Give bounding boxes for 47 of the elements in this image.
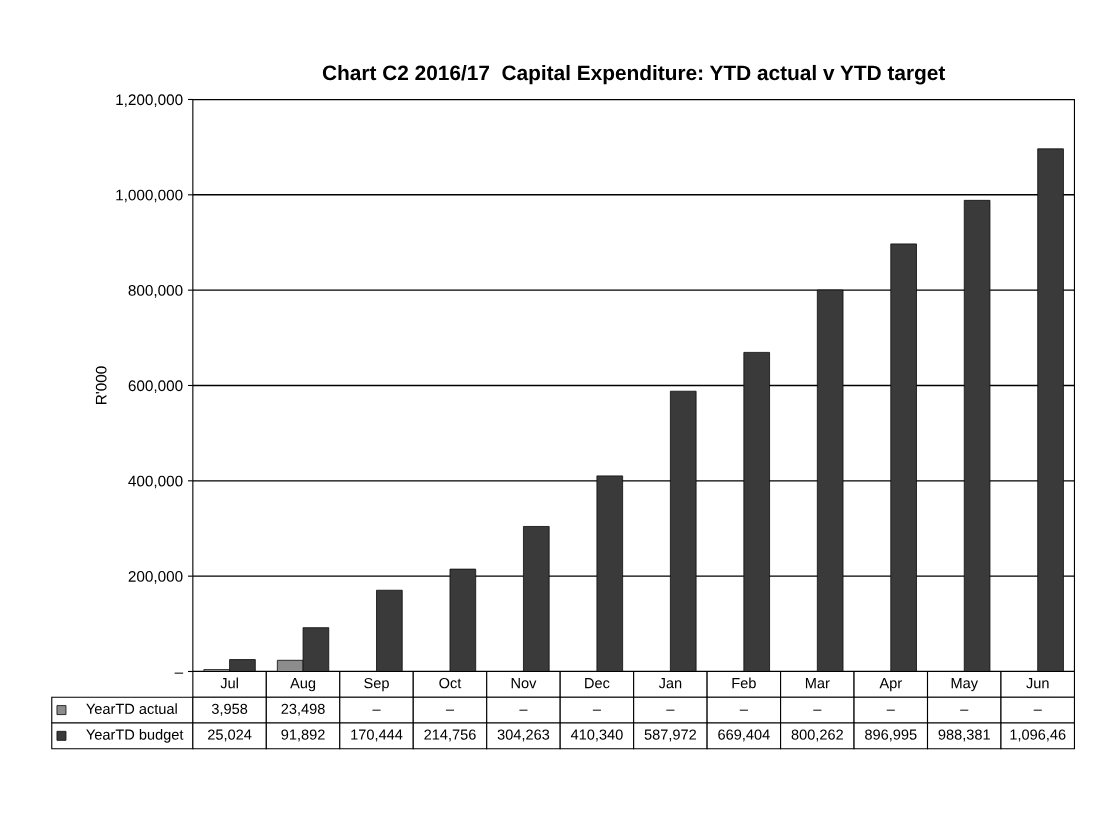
data-label: 304,263	[497, 729, 550, 742]
x-tick-label: Aug	[290, 678, 316, 692]
y-tick-label: 400,000	[128, 475, 183, 489]
y-tick-label: 600,000	[128, 380, 183, 393]
y-tick-label: 800,000	[128, 285, 183, 298]
data-label: 91,892	[281, 729, 325, 742]
text: –	[519, 709, 528, 711]
data-label: 988,381	[938, 729, 990, 742]
data-label: 669,404	[718, 729, 770, 742]
x-tick-label: May	[951, 678, 978, 692]
x-tick-label: Jan	[658, 678, 682, 689]
x-tick-label: Dec	[585, 678, 610, 689]
y-tick-label: 200,000	[128, 571, 183, 584]
data-label: 410,340	[570, 729, 623, 742]
y-tick-label: –	[174, 672, 184, 674]
data-label: 170,444	[351, 729, 403, 742]
text: –	[372, 709, 381, 711]
data-label: 587,972	[644, 729, 697, 742]
data-label: 214,756	[424, 729, 476, 742]
x-tick-label: Feb	[732, 677, 756, 689]
x-tick-label: Jun	[1026, 678, 1049, 689]
x-tick-label: Apr	[879, 678, 902, 692]
data-label: 800,262	[791, 729, 843, 742]
text: –	[592, 709, 601, 711]
x-tick-label: Nov	[511, 678, 537, 689]
text: –	[666, 709, 675, 711]
text: –	[445, 709, 455, 711]
x-tick-label: Sep	[364, 677, 389, 692]
data-label: 3,958	[211, 703, 248, 716]
y-axis-title: R'000	[95, 366, 107, 404]
text: –	[739, 709, 748, 711]
legend-label: YearTD actual	[86, 703, 177, 715]
y-tick-label: 1,000,000	[116, 189, 183, 203]
data-label: 1,096,46	[1010, 729, 1066, 742]
text: –	[1033, 709, 1042, 711]
legend-label: YearTD budget	[86, 729, 184, 743]
data-label: 896,995	[865, 729, 917, 742]
data-label: 25,024	[208, 729, 252, 742]
x-tick-label: Mar	[805, 678, 830, 689]
x-tick-label: Oct	[439, 677, 462, 689]
chart-title: Chart C2 2016/17 Capital Expenditure: YTD actual v YTD target	[322, 64, 946, 85]
text: –	[813, 709, 822, 711]
data-label: 23,498	[281, 703, 325, 716]
text: –	[886, 709, 895, 711]
x-tick-label: Jul	[220, 677, 238, 689]
text: –	[960, 709, 969, 711]
y-tick-label: 1,200,000	[116, 94, 183, 107]
